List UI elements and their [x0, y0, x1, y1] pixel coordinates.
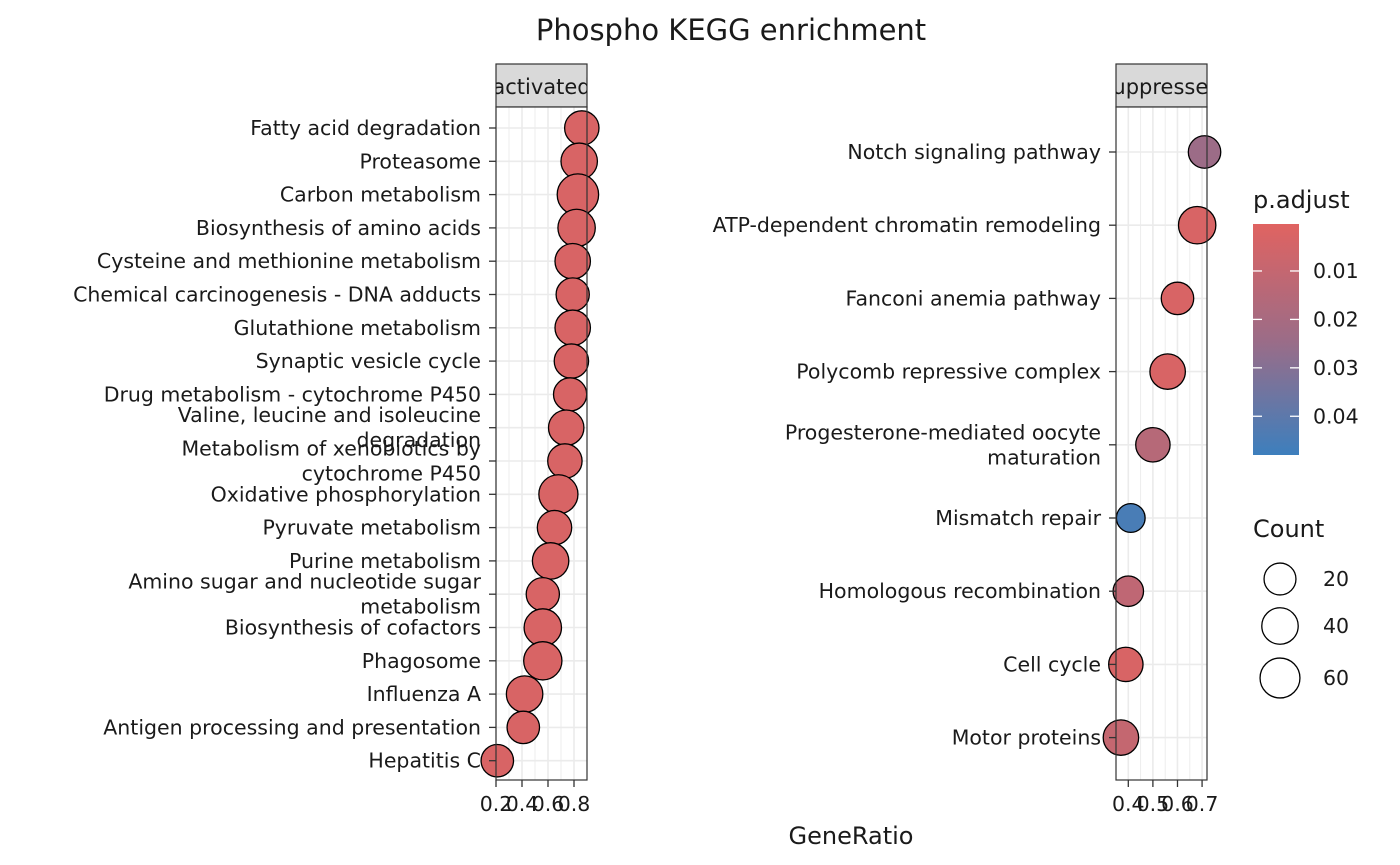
y-tick-label: Synaptic vesicle cycle [256, 349, 481, 373]
y-tick-label: Biosynthesis of cofactors [225, 616, 481, 640]
data-point [480, 743, 515, 778]
y-tick-label: ATP-dependent chromatin remodeling [713, 213, 1101, 237]
y-tick-label: Mismatch repair [935, 506, 1101, 530]
size-legend-circle [1261, 607, 1299, 645]
color-legend-ticks: 0.01 0.02 0.03 0.04 [1253, 259, 1359, 428]
color-legend-label: 0.02 [1313, 307, 1359, 331]
x-tick-label: 0.6 [532, 792, 565, 816]
size-legend-title: Count [1253, 515, 1324, 543]
y-tick-label: Carbon metabolism [280, 183, 481, 207]
data-point [547, 443, 583, 479]
data-point [536, 509, 573, 546]
y-tick-label: Fatty acid degradation [250, 116, 481, 140]
panel-activated: activated Fatty acid degradation Proteaso… [73, 63, 600, 816]
data-point [531, 542, 570, 580]
data-point [1160, 281, 1195, 316]
data-point [1112, 575, 1145, 608]
data-point [1177, 205, 1217, 245]
strip-activated [495, 63, 588, 108]
color-legend-label: 0.01 [1313, 259, 1359, 283]
y-tick-label: Purine metabolism [289, 549, 481, 573]
strip-suppressed-clip: suppressed [1101, 75, 1221, 99]
panel-activated-y-axis: Fatty acid degradation Proteasome Carbon m… [73, 116, 496, 773]
size-legend-label: 20 [1323, 567, 1349, 591]
data-point [552, 377, 588, 412]
data-point [563, 110, 600, 146]
data-point [1135, 426, 1171, 463]
panel-suppressed-border [1115, 106, 1208, 781]
size-legend-circle [1263, 562, 1297, 596]
y-tick-label: Polycomb repressive complex [796, 360, 1101, 384]
y-tick-label: Drug metabolism - cytochrome P450 [104, 382, 481, 406]
y-tick-label: Antigen processing and presentation [103, 715, 481, 739]
panel-suppressed-points [1102, 135, 1222, 756]
y-tick-label: Influenza A [367, 682, 481, 706]
data-point [523, 608, 563, 647]
data-point [555, 277, 590, 312]
panel-suppressed: suppressed Notch signaling pathway ATP-de… [713, 63, 1222, 816]
x-axis-label: GeneRatio [789, 822, 914, 850]
y-tick-label: Phagosome [362, 649, 481, 673]
data-point [547, 409, 585, 447]
size-legend-circle [1259, 657, 1301, 699]
data-point [554, 309, 592, 347]
y-tick-label: Oxidative phosphorylation [211, 482, 481, 506]
size-legend-label: 60 [1323, 666, 1349, 690]
chart-title: Phospho KEGG enrichment [536, 13, 926, 47]
size-legend-entries: 20 40 60 [1259, 562, 1349, 699]
y-tick-label: Biosynthesis of amino acids [196, 216, 481, 240]
x-tick-label: 0.8 [558, 792, 591, 816]
data-point [557, 208, 596, 248]
size-legend-label: 40 [1323, 614, 1349, 638]
color-legend-label: 0.03 [1313, 356, 1359, 380]
data-point [554, 242, 592, 280]
data-point [1115, 502, 1146, 534]
color-legend: p.adjust 0.01 0.02 0.03 0.04 [1253, 186, 1359, 455]
data-point [538, 474, 579, 515]
x-tick-label: 0.6 [1161, 792, 1194, 816]
data-point [1187, 135, 1222, 169]
data-point [525, 576, 561, 612]
y-tick-label: Valine, leucine and isoleucine degradatio… [178, 403, 481, 452]
panel-suppressed-x-axis: 0.40.50.60.7 [1112, 780, 1218, 816]
x-tick-label: 0.7 [1186, 792, 1219, 816]
data-point [1149, 353, 1187, 390]
y-tick-label: Progesterone-mediated oocyte maturation [785, 420, 1101, 469]
panel-activated-points [480, 110, 600, 778]
y-tick-label: Notch signaling pathway [847, 140, 1101, 164]
y-tick-label: Motor proteins [952, 726, 1101, 750]
color-legend-label: 0.04 [1313, 404, 1359, 428]
strip-suppressed-label: suppressed [1101, 75, 1221, 99]
y-tick-label: Metabolism of xenobiotics by cytochrome P… [181, 437, 481, 486]
color-legend-bar [1253, 224, 1299, 455]
x-tick-label: 0.5 [1137, 792, 1170, 816]
y-tick-label: Pyruvate metabolism [262, 516, 481, 540]
y-tick-label: Amino sugar and nucleotide sugar metaboli… [128, 570, 481, 619]
data-point [523, 641, 563, 681]
data-point [505, 675, 544, 713]
y-tick-label: Cell cycle [1003, 652, 1101, 676]
size-legend: Count 20 40 60 [1253, 515, 1349, 699]
y-tick-label: Glutathione metabolism [234, 316, 481, 340]
strip-activated-label: activated [492, 75, 590, 99]
color-legend-title: p.adjust [1253, 186, 1350, 214]
panel-suppressed-y-axis: Notch signaling pathway ATP-dependent chr… [713, 140, 1116, 750]
data-point [506, 710, 541, 745]
data-point [1102, 719, 1140, 756]
x-tick-label: 0.4 [1112, 792, 1145, 816]
data-point [553, 343, 590, 379]
y-tick-label: Homologous recombination [819, 579, 1101, 603]
y-tick-label: Hepatitis C [368, 749, 481, 773]
x-tick-label: 0.2 [480, 792, 513, 816]
y-tick-label: Fanconi anemia pathway [846, 286, 1101, 310]
panel-activated-border [495, 106, 588, 781]
y-tick-label: Chemical carcinogenesis - DNA adducts [73, 283, 481, 307]
x-tick-label: 0.4 [506, 792, 539, 816]
data-point [1108, 646, 1144, 683]
y-tick-label: Cysteine and methionine metabolism [97, 249, 481, 273]
strip-activated-clip: activated [492, 75, 590, 99]
y-tick-label: Proteasome [359, 149, 481, 173]
panel-activated-x-axis: 0.20.40.60.8 [480, 780, 591, 816]
